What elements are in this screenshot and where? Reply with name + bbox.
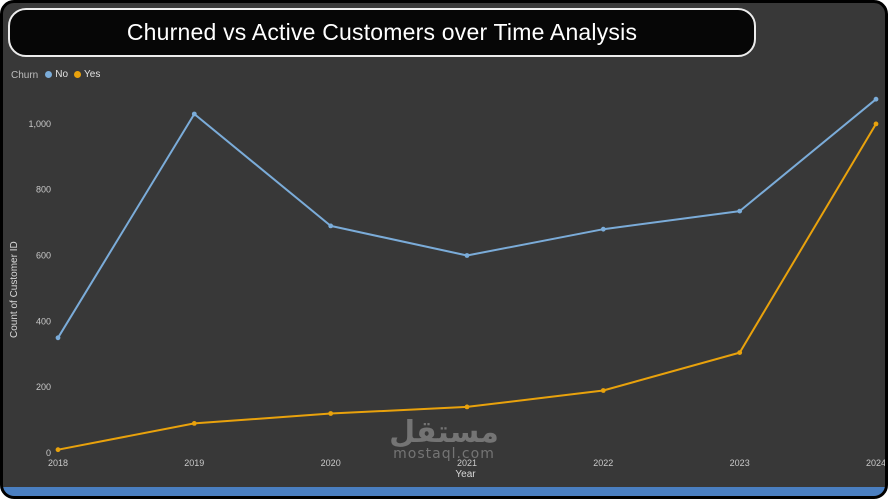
data-point[interactable] bbox=[600, 388, 606, 393]
data-point[interactable] bbox=[328, 411, 334, 416]
data-point[interactable] bbox=[191, 111, 197, 117]
legend-swatch-icon bbox=[74, 71, 82, 78]
data-point[interactable] bbox=[737, 208, 743, 214]
data-point[interactable] bbox=[191, 421, 197, 426]
series-line-no[interactable] bbox=[57, 98, 877, 339]
y-tick-label: 600 bbox=[36, 251, 51, 261]
y-tick-label: 1,000 bbox=[28, 119, 51, 129]
data-point[interactable] bbox=[737, 350, 743, 355]
x-tick-label: 2020 bbox=[321, 458, 341, 468]
title-banner: Churned vs Active Customers over Time An… bbox=[8, 8, 756, 57]
y-tick-label: 400 bbox=[36, 316, 51, 326]
y-tick-label: 0 bbox=[46, 448, 51, 458]
legend-items: No Yes bbox=[45, 69, 106, 81]
x-tick-label: 2018 bbox=[48, 458, 68, 468]
line-chart[interactable]: 0 200 400 600 800 1,000 2018 2019 2020 2021 2022 20… bbox=[3, 85, 888, 485]
x-tick-label: 2022 bbox=[593, 458, 613, 468]
x-tick-label: 2019 bbox=[184, 458, 204, 468]
legend-swatch-icon bbox=[45, 71, 53, 78]
data-point[interactable] bbox=[55, 447, 61, 453]
data-point[interactable] bbox=[600, 226, 606, 232]
data-point[interactable] bbox=[55, 335, 61, 341]
bottom-accent-bar bbox=[3, 487, 885, 496]
data-point[interactable] bbox=[464, 404, 470, 410]
legend: Churn No Yes bbox=[11, 69, 106, 81]
x-axis-title: Year bbox=[455, 469, 476, 480]
y-axis-title: Count of Customer ID bbox=[9, 241, 20, 338]
data-point[interactable] bbox=[464, 253, 470, 258]
data-point[interactable] bbox=[873, 96, 879, 102]
x-tick-label: 2021 bbox=[457, 458, 477, 468]
chart-title: Churned vs Active Customers over Time An… bbox=[126, 19, 638, 45]
y-tick-label: 800 bbox=[36, 185, 51, 195]
x-tick-label: 2024 bbox=[866, 458, 886, 468]
legend-item-yes[interactable]: Yes bbox=[74, 69, 100, 80]
data-point[interactable] bbox=[328, 223, 334, 229]
legend-label: No bbox=[55, 69, 69, 80]
series-line-yes[interactable] bbox=[57, 122, 877, 451]
x-tick-label: 2023 bbox=[730, 458, 750, 468]
data-point[interactable] bbox=[873, 121, 879, 127]
legend-item-no[interactable]: No bbox=[45, 69, 68, 80]
legend-title: Churn bbox=[11, 69, 39, 81]
legend-label: Yes bbox=[84, 69, 101, 80]
y-tick-label: 200 bbox=[36, 382, 51, 392]
